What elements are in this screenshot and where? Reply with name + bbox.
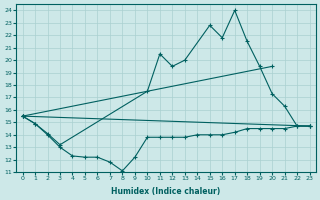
X-axis label: Humidex (Indice chaleur): Humidex (Indice chaleur) bbox=[111, 187, 221, 196]
